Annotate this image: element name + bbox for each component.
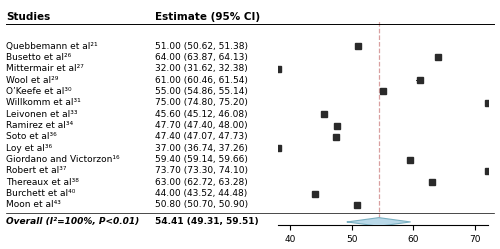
Text: 37.00 (36.74, 37.26): 37.00 (36.74, 37.26) bbox=[155, 144, 248, 153]
Text: Soto et al³⁶: Soto et al³⁶ bbox=[6, 132, 57, 141]
Text: 47.70 (47.40, 48.00): 47.70 (47.40, 48.00) bbox=[155, 121, 248, 130]
Text: Mittermair et al²⁷: Mittermair et al²⁷ bbox=[6, 64, 84, 73]
Text: 44.00 (43.52, 44.48): 44.00 (43.52, 44.48) bbox=[155, 189, 247, 198]
Text: 32.00 (31.62, 32.38): 32.00 (31.62, 32.38) bbox=[155, 64, 248, 73]
Text: Ramirez et al³⁴: Ramirez et al³⁴ bbox=[6, 121, 73, 130]
Text: Studies: Studies bbox=[6, 12, 50, 22]
Text: Wool et al²⁹: Wool et al²⁹ bbox=[6, 76, 59, 85]
Text: Loy et al³⁶: Loy et al³⁶ bbox=[6, 144, 52, 153]
Text: 73.70 (73.30, 74.10): 73.70 (73.30, 74.10) bbox=[155, 166, 248, 175]
Text: Thereaux et al³⁸: Thereaux et al³⁸ bbox=[6, 178, 79, 187]
Text: Leivonen et al³³: Leivonen et al³³ bbox=[6, 110, 78, 119]
Text: Willkomm et al³¹: Willkomm et al³¹ bbox=[6, 98, 81, 107]
Text: Estimate (95% CI): Estimate (95% CI) bbox=[155, 12, 260, 22]
Text: 55.00 (54.86, 55.14): 55.00 (54.86, 55.14) bbox=[155, 87, 248, 96]
Text: 45.60 (45.12, 46.08): 45.60 (45.12, 46.08) bbox=[155, 110, 248, 119]
Text: Giordano and Victorzon¹⁶: Giordano and Victorzon¹⁶ bbox=[6, 155, 119, 164]
Text: 50.80 (50.70, 50.90): 50.80 (50.70, 50.90) bbox=[155, 200, 248, 209]
Polygon shape bbox=[348, 218, 410, 226]
Text: 75.00 (74.80, 75.20): 75.00 (74.80, 75.20) bbox=[155, 98, 248, 107]
Text: 54.41 (49.31, 59.51): 54.41 (49.31, 59.51) bbox=[155, 217, 258, 226]
Text: Robert et al³⁷: Robert et al³⁷ bbox=[6, 166, 66, 175]
Text: 63.00 (62.72, 63.28): 63.00 (62.72, 63.28) bbox=[155, 178, 248, 187]
Text: Overall (I²=100%, P<0.01): Overall (I²=100%, P<0.01) bbox=[6, 217, 139, 226]
Text: 64.00 (63.87, 64.13): 64.00 (63.87, 64.13) bbox=[155, 53, 248, 62]
Text: 51.00 (50.62, 51.38): 51.00 (50.62, 51.38) bbox=[155, 42, 248, 51]
Text: Busetto et al²⁶: Busetto et al²⁶ bbox=[6, 53, 71, 62]
Text: Burchett et al⁴⁰: Burchett et al⁴⁰ bbox=[6, 189, 75, 198]
Text: 47.40 (47.07, 47.73): 47.40 (47.07, 47.73) bbox=[155, 132, 248, 141]
Text: Moon et al⁴³: Moon et al⁴³ bbox=[6, 200, 61, 209]
Text: O’Keefe et al³⁰: O’Keefe et al³⁰ bbox=[6, 87, 71, 96]
Text: 59.40 (59.14, 59.66): 59.40 (59.14, 59.66) bbox=[155, 155, 248, 164]
Text: 61.00 (60.46, 61.54): 61.00 (60.46, 61.54) bbox=[155, 76, 248, 85]
Text: Quebbemann et al²¹: Quebbemann et al²¹ bbox=[6, 42, 98, 51]
